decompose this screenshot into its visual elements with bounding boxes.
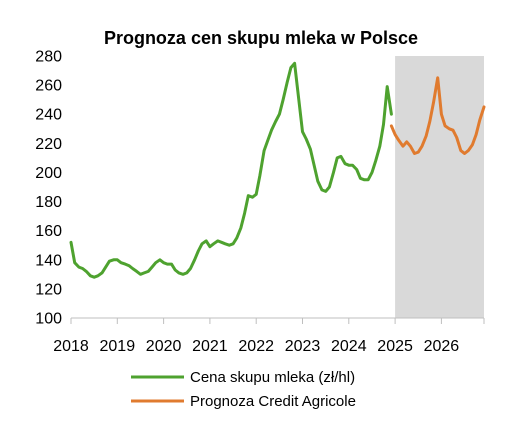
series-line-forecast xyxy=(389,76,486,155)
y-tick-label: 260 xyxy=(35,78,62,95)
x-tick-label: 2025 xyxy=(377,338,413,355)
legend: Cena skupu mleka (zł/hl) Prognoza Credit … xyxy=(131,369,356,410)
x-tick-label: 2022 xyxy=(238,338,274,355)
y-tick-label: 160 xyxy=(35,223,62,240)
x-tick-label: 2024 xyxy=(331,338,367,355)
legend-label: Prognoza Credit Agricole xyxy=(190,393,356,410)
x-tick-label: 2026 xyxy=(424,338,460,355)
x-tick-label: 2023 xyxy=(285,338,321,355)
y-tick-label: 220 xyxy=(35,136,62,153)
y-tick-label: 140 xyxy=(35,252,62,269)
y-tick-label: 100 xyxy=(35,311,62,328)
y-tick-label: 280 xyxy=(35,49,62,66)
x-axis: 2018 2019 2020 2021 2022 2023 2024 2025 2026 xyxy=(53,318,485,355)
x-tick-label: 2019 xyxy=(100,338,136,355)
chart-title: Prognoza cen skupu mleka w Polsce xyxy=(104,28,418,48)
y-axis: 100 120 140 160 180 200 220 240 260 280 xyxy=(35,49,62,328)
y-tick-label: 180 xyxy=(35,194,62,211)
series-line-milk-price xyxy=(69,61,393,279)
y-tick-label: 240 xyxy=(35,107,62,124)
series-layer xyxy=(69,61,486,279)
y-tick-label: 200 xyxy=(35,165,62,182)
legend-label: Cena skupu mleka (zł/hl) xyxy=(190,369,355,386)
x-tick-label: 2018 xyxy=(53,338,89,355)
y-tick-label: 120 xyxy=(35,281,62,298)
x-tick-label: 2021 xyxy=(192,338,228,355)
x-tick-label: 2020 xyxy=(146,338,182,355)
